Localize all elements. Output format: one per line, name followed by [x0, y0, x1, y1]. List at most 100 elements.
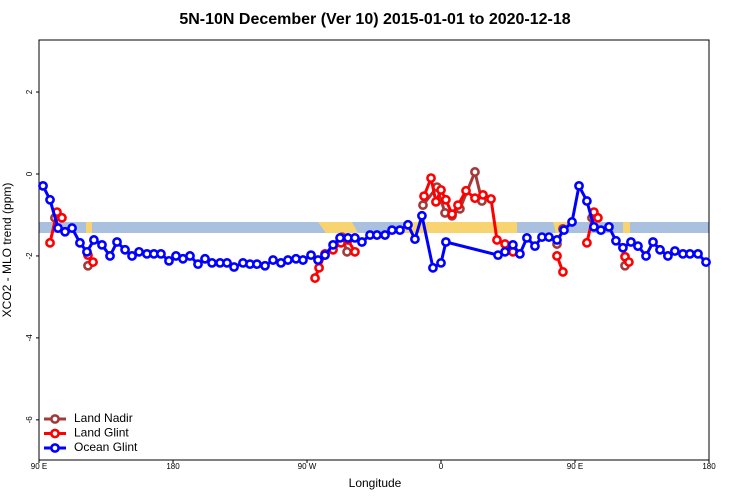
data-point	[418, 200, 428, 211]
data-point	[618, 242, 628, 253]
data-point	[648, 237, 658, 247]
data-point	[310, 273, 320, 283]
x-tick-label: 90 E	[567, 462, 583, 471]
y-tick-label: -2	[25, 252, 34, 260]
data-point	[45, 237, 55, 248]
data-point	[574, 180, 584, 191]
data-point	[60, 226, 70, 237]
y-tick-label: -6	[25, 416, 34, 424]
data-point	[522, 233, 532, 243]
data-point	[57, 212, 67, 223]
data-point	[127, 251, 137, 261]
data-point	[428, 262, 438, 273]
data-point	[120, 244, 130, 255]
data-point	[426, 173, 436, 183]
data-point	[670, 246, 680, 256]
legend-label: Land Glint	[74, 426, 129, 440]
data-point	[470, 167, 480, 177]
data-point	[441, 237, 451, 247]
data-point	[350, 246, 360, 257]
data-point	[222, 258, 232, 268]
data-point	[207, 258, 217, 268]
legend-marker	[50, 443, 60, 453]
x-tick-label: 0	[439, 462, 444, 471]
data-point	[306, 250, 316, 261]
data-point	[500, 246, 510, 257]
data-point	[335, 233, 345, 243]
x-tick-label: 90 E	[31, 462, 47, 471]
data-point	[693, 248, 703, 259]
chart-title: 5N-10N December (Ver 10) 2015-01-01 to 2…	[179, 11, 570, 28]
data-point	[350, 233, 360, 243]
data-point	[701, 257, 711, 267]
data-point	[283, 255, 293, 265]
data-point	[611, 235, 621, 246]
data-point	[552, 235, 562, 245]
data-point	[633, 241, 643, 252]
map-ocean-band	[39, 222, 709, 233]
data-point	[593, 212, 603, 223]
data-point	[436, 185, 446, 195]
map-land	[86, 222, 630, 233]
legend-label: Land Nadir	[74, 411, 133, 425]
data-point	[552, 251, 562, 261]
data-point	[596, 225, 606, 236]
data-point	[403, 219, 413, 230]
data-point	[447, 209, 457, 220]
data-point	[559, 225, 569, 236]
y-tick-label: 0	[25, 171, 34, 176]
data-point	[53, 223, 63, 233]
data-point	[38, 180, 48, 191]
data-point	[252, 259, 262, 270]
data-point	[298, 255, 308, 265]
data-point	[582, 237, 592, 248]
data-point	[470, 193, 480, 204]
data-point	[134, 246, 144, 257]
plot-frame	[38, 39, 710, 461]
data-point	[453, 200, 463, 211]
data-point	[508, 239, 518, 250]
data-point	[419, 191, 429, 202]
data-point	[478, 189, 488, 200]
data-point	[461, 185, 471, 196]
data-point	[604, 221, 614, 232]
data-point	[655, 244, 665, 255]
data-point	[372, 230, 382, 240]
data-point	[229, 262, 239, 272]
x-tick-label: 90 W	[298, 462, 317, 471]
data-point	[544, 232, 554, 242]
x-axis-label: Longitude	[349, 476, 402, 490]
y-tick-label: -4	[25, 334, 34, 342]
data-point	[486, 194, 496, 204]
data-point	[582, 196, 592, 206]
data-point	[320, 250, 330, 261]
data-point	[185, 251, 195, 261]
data-point	[342, 246, 352, 257]
x-tick-label: 180	[166, 462, 180, 471]
data-point	[395, 225, 405, 236]
y-axis-label: XCO2 - MLO trend (ppm)	[0, 183, 14, 318]
data-point	[685, 248, 695, 259]
data-point	[112, 237, 122, 247]
data-point	[105, 251, 115, 261]
data-point	[67, 223, 77, 233]
data-point	[492, 235, 502, 245]
data-point	[156, 248, 166, 259]
legend-label: Ocean Glint	[74, 440, 138, 454]
data-point	[623, 257, 634, 267]
data-point	[641, 251, 651, 261]
data-point	[313, 255, 323, 265]
data-point	[500, 239, 510, 249]
x-tick-label: 180	[702, 462, 716, 471]
data-point	[431, 196, 441, 207]
data-point	[200, 253, 210, 264]
data-point	[626, 237, 636, 247]
data-point	[45, 194, 55, 205]
data-point	[515, 248, 525, 259]
data-point	[558, 267, 568, 277]
data-point	[75, 237, 85, 248]
data-point	[530, 241, 540, 252]
data-point	[387, 225, 397, 236]
data-point	[357, 237, 367, 247]
